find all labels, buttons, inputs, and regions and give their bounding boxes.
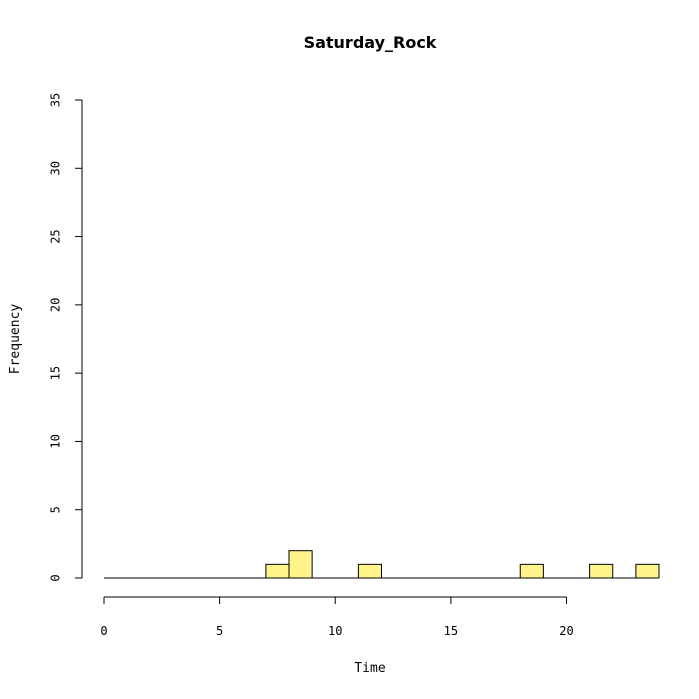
y-tick-label: 35 xyxy=(49,93,63,107)
y-tick-label: 10 xyxy=(49,434,63,448)
y-tick-label: 30 xyxy=(49,161,63,175)
y-tick-label: 15 xyxy=(49,366,63,380)
y-tick-label: 0 xyxy=(49,574,63,581)
y-tick-label: 25 xyxy=(49,229,63,243)
y-axis: 0 5 10 15 20 25 30 35 xyxy=(49,93,83,582)
histogram-bar xyxy=(589,563,614,579)
x-tick-label: 5 xyxy=(216,624,223,638)
y-axis-label: Frequency xyxy=(8,304,23,375)
histogram-bar xyxy=(357,563,382,579)
y-tick-label: 20 xyxy=(49,298,63,312)
y-tick-label: 5 xyxy=(49,506,63,513)
x-tick-label: 15 xyxy=(444,624,458,638)
chart-title: Saturday_Rock xyxy=(304,33,437,52)
x-axis: 0 5 10 15 20 xyxy=(100,596,574,638)
histogram-bar xyxy=(265,563,290,579)
x-tick-label: 10 xyxy=(328,624,342,638)
bars-group xyxy=(104,550,660,579)
histogram-bar xyxy=(288,550,313,579)
histogram-bar xyxy=(519,563,544,579)
x-tick-label: 0 xyxy=(100,624,107,638)
histogram-bar xyxy=(635,563,660,579)
x-axis-label: Time xyxy=(354,661,385,676)
x-tick-label: 20 xyxy=(559,624,573,638)
